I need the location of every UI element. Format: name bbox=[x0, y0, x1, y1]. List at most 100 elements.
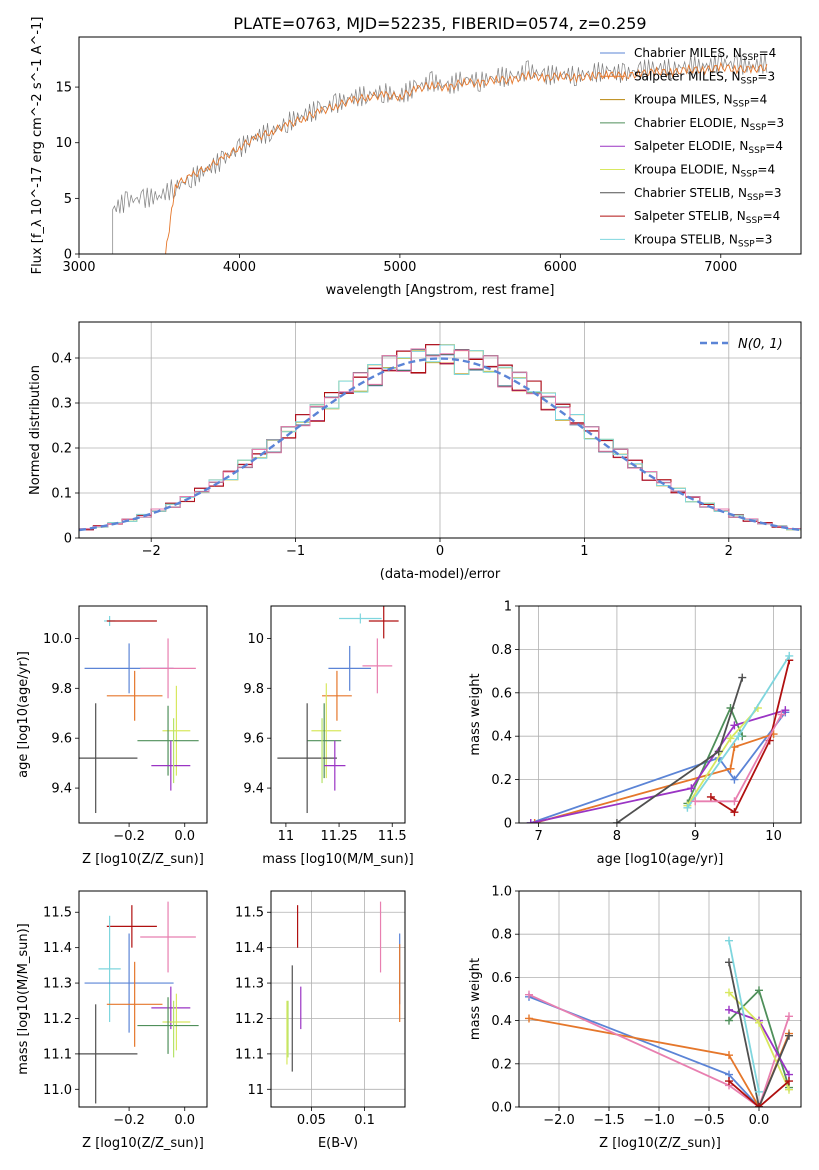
y-tick-label: 9.6 bbox=[51, 732, 72, 747]
x-tick-label: 3000 bbox=[62, 260, 95, 275]
y-tick-label: 0.0 bbox=[491, 1101, 512, 1116]
y-tick-label: 11.5 bbox=[43, 906, 72, 921]
chart-mass_vs_Z: −0.2 0.0 11.0 11.1 11.2 11.3 11.4 11.5 Z [log10(… bbox=[16, 890, 208, 1151]
marker bbox=[714, 747, 723, 756]
x-tick-label: 5000 bbox=[383, 260, 416, 275]
marker bbox=[730, 775, 739, 784]
y-tick-label: 0.8 bbox=[491, 928, 512, 943]
axis-label: E(B-V) bbox=[318, 1136, 358, 1151]
series-Kroupa STELIB bbox=[728, 940, 760, 1093]
y-tick-label: 11.4 bbox=[235, 941, 264, 956]
marker bbox=[730, 797, 739, 806]
x-tick-label: 8 bbox=[613, 829, 621, 844]
series-Salpeter STELIB bbox=[728, 1080, 790, 1107]
axis-label: (data-model)/error bbox=[380, 567, 501, 582]
errorbar bbox=[106, 905, 157, 948]
x-tick-label: 11 bbox=[278, 829, 295, 844]
series-Salpeter ELODIE bbox=[530, 709, 786, 823]
legend-item: Chabrier ELODIE, NSSP=3 bbox=[600, 116, 784, 133]
x-tick-label: 2 bbox=[725, 544, 733, 559]
axis-label: Z [log10(Z/Z_sun)] bbox=[599, 1136, 721, 1151]
marker bbox=[755, 986, 763, 995]
series-Chabrier STELIB bbox=[728, 962, 790, 1107]
x-tick-label: −2.0 bbox=[543, 1113, 575, 1128]
errorbars bbox=[79, 901, 199, 1104]
legend-item: Salpeter MILES, NSSP=3 bbox=[600, 69, 775, 86]
errorbar bbox=[311, 683, 342, 779]
y-tick-label: 9.4 bbox=[243, 782, 264, 797]
marker bbox=[725, 1077, 733, 1086]
legend-label: Chabrier STELIB, NSSP=3 bbox=[634, 186, 782, 203]
series-Salpeter STELIB bbox=[710, 660, 791, 814]
marker bbox=[706, 792, 715, 801]
plot-frame bbox=[78, 36, 802, 255]
y-tick-label: 1 bbox=[504, 600, 512, 615]
plot-frame bbox=[78, 605, 208, 824]
marker bbox=[755, 1018, 763, 1027]
y-tick-label: 9.8 bbox=[51, 682, 72, 697]
marker bbox=[734, 732, 743, 741]
errorbar bbox=[140, 638, 196, 699]
x-tick-label: −1 bbox=[286, 544, 305, 559]
series-model bbox=[165, 61, 768, 254]
chart-massweight_vs_Z: −2.0 −1.5 −1.0 −0.5 0.0 0.0 0.2 0.4 0.6 0.8 1.0 Z [… bbox=[468, 885, 802, 1151]
x-tick-label: −2 bbox=[142, 544, 161, 559]
legend-item: Kroupa STELIB, NSSP=3 bbox=[600, 232, 772, 249]
x-tick-label: 7 bbox=[534, 829, 542, 844]
axis-label-y: mass weight bbox=[468, 673, 483, 755]
errorbar bbox=[79, 703, 138, 814]
errorbar bbox=[137, 705, 199, 776]
y-tick-label: 11.1 bbox=[43, 1047, 72, 1062]
y-tick-label: 10.0 bbox=[43, 632, 72, 647]
series-Chabrier MILES bbox=[530, 711, 787, 823]
chart-massweight_vs_age: 7 8 9 10 0 0.2 0.4 0.6 0.8 1 age [log10(age/yr)] ma… bbox=[468, 600, 802, 867]
errorbar bbox=[324, 740, 346, 791]
x-tick-label: −1.5 bbox=[593, 1113, 625, 1128]
legend-label: Chabrier ELODIE, NSSP=3 bbox=[634, 116, 784, 133]
x-tick-label: 11.5 bbox=[378, 829, 407, 844]
y-tick-label: 0.3 bbox=[51, 397, 72, 412]
legend: Chabrier MILES, NSSP=4 Salpeter MILES, NS… bbox=[600, 46, 784, 249]
marker bbox=[687, 784, 696, 793]
series-group bbox=[526, 651, 794, 823]
plot-frame bbox=[78, 321, 802, 539]
y-tick-label: 0.4 bbox=[491, 730, 512, 745]
errorbar bbox=[137, 997, 199, 1054]
errorbar bbox=[84, 933, 174, 1033]
errorbar bbox=[106, 670, 163, 721]
errorbar bbox=[162, 685, 191, 776]
legend-label: Salpeter MILES, NSSP=3 bbox=[634, 69, 775, 86]
y-tick-label: 0.2 bbox=[491, 1057, 512, 1072]
axis-label: wavelength [Angstrom, rest frame] bbox=[326, 283, 555, 298]
y-tick-label: 11 bbox=[247, 1083, 264, 1098]
legend-item: Salpeter ELODIE, NSSP=4 bbox=[600, 139, 783, 156]
plot-frame bbox=[78, 890, 208, 1108]
y-tick-label: 0.6 bbox=[491, 971, 512, 986]
x-tick-label: 11.25 bbox=[320, 829, 357, 844]
axis-label-y: age [log10(age/yr)] bbox=[16, 651, 31, 778]
marker bbox=[785, 1012, 793, 1021]
histograms bbox=[79, 344, 801, 532]
chart-spectrum: 3000 4000 5000 6000 7000 0 5 10 15 wavelength [An… bbox=[30, 17, 802, 298]
x-tick-label: 0.05 bbox=[297, 1113, 326, 1128]
plot-frame bbox=[518, 605, 802, 824]
marker bbox=[725, 958, 733, 967]
legend-label: Kroupa MILES, NSSP=4 bbox=[634, 93, 767, 110]
y-tick-label: 9.8 bbox=[243, 682, 264, 697]
legend-label: Kroupa ELODIE, NSSP=4 bbox=[634, 163, 775, 180]
x-tick-label: 1 bbox=[580, 544, 588, 559]
y-tick-label: 0 bbox=[64, 248, 72, 263]
y-tick-label: 15 bbox=[55, 81, 72, 96]
marker bbox=[683, 803, 692, 812]
x-tick-label: 0.0 bbox=[174, 829, 195, 844]
errorbar bbox=[307, 703, 342, 779]
y-tick-label: 0.6 bbox=[491, 686, 512, 701]
plot-frame bbox=[270, 890, 406, 1108]
marker bbox=[530, 819, 539, 823]
y-tick-label: 0.1 bbox=[51, 487, 72, 502]
x-tick-label: 9 bbox=[691, 829, 699, 844]
errorbar bbox=[328, 645, 371, 691]
x-tick-label: −0.5 bbox=[693, 1113, 725, 1128]
marker bbox=[785, 651, 794, 660]
